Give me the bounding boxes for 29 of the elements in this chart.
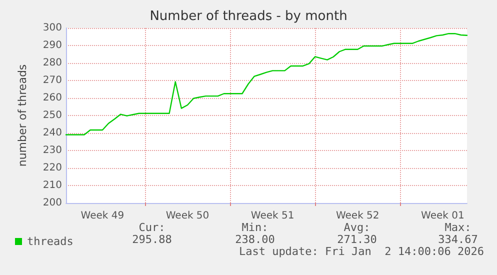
text: Last update: Fri Jan 2 14:00:06 2026 bbox=[238, 245, 484, 258]
text: 238.00 bbox=[235, 233, 275, 246]
x-tick-label: Week 52 bbox=[336, 210, 380, 222]
y-tick-label: 260 bbox=[42, 92, 62, 104]
x-tick-label: Week 50 bbox=[166, 210, 210, 222]
chart-title: Number of threads - by month bbox=[150, 9, 348, 24]
y-tick-label: 270 bbox=[42, 75, 62, 86]
text: 271.30 bbox=[337, 233, 377, 246]
y-tick-label: 300 bbox=[42, 22, 62, 34]
y-axis-title: number of threads bbox=[16, 64, 29, 167]
text: Max: bbox=[444, 221, 472, 234]
y-tick-label: 210 bbox=[42, 180, 62, 191]
line-series bbox=[65, 33, 468, 136]
text: 334.67 bbox=[438, 233, 478, 246]
x-tick-label: Week 51 bbox=[250, 210, 294, 222]
legend-label: threads bbox=[27, 235, 74, 248]
text: Avg: bbox=[344, 221, 370, 234]
y-tick-label: 200 bbox=[42, 198, 62, 208]
y-tick-label: 280 bbox=[42, 58, 62, 68]
x-tick-label: Week 49 bbox=[80, 210, 124, 222]
y-tick-label: 250 bbox=[42, 110, 62, 121]
y-tick-label: 220 bbox=[42, 162, 62, 174]
y-tick-label: 290 bbox=[42, 40, 62, 51]
text: Min: bbox=[242, 221, 268, 234]
y-tick-label: 240 bbox=[42, 128, 62, 138]
text: 295.88 bbox=[132, 233, 172, 246]
y-tick-label: 230 bbox=[42, 145, 62, 156]
text: Cur: bbox=[138, 221, 166, 234]
x-tick-label: Week 01 bbox=[421, 210, 464, 222]
